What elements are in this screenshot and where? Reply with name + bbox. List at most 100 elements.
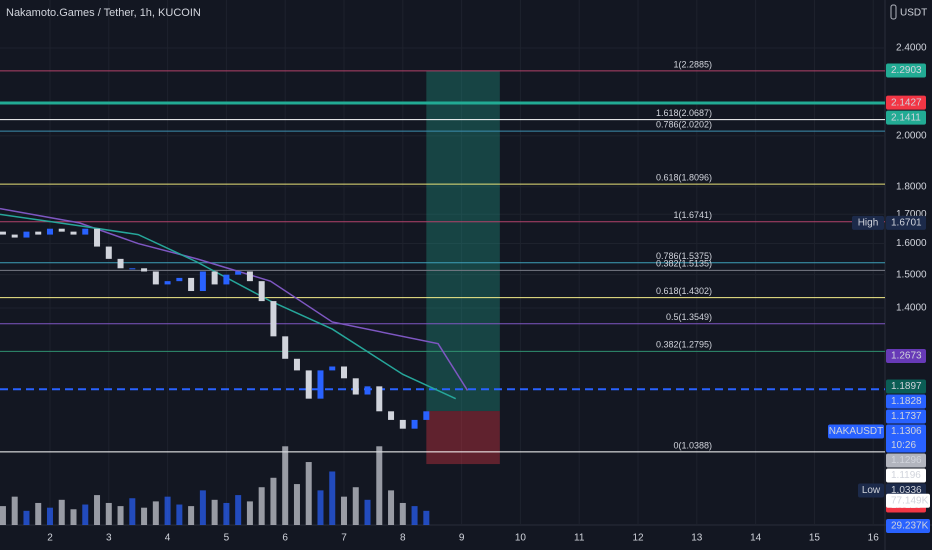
indicator-line [0, 207, 469, 391]
volume-bar [388, 490, 395, 525]
price-tag [886, 379, 926, 394]
fib-label: 0(1.0388) [673, 440, 712, 450]
volume-bar [117, 506, 124, 525]
candle [399, 419, 406, 429]
currency[interactable]: USDT [900, 8, 927, 19]
candle [235, 271, 242, 275]
price-tag-label: 1.6701 [891, 218, 922, 229]
price-tag [886, 394, 926, 409]
candle [141, 268, 148, 272]
candle [411, 419, 418, 429]
x-tick-label: 14 [750, 533, 762, 544]
stop-zone [426, 411, 500, 465]
candle [23, 231, 30, 238]
volume-bar [94, 495, 101, 525]
x-tick-label: 5 [224, 533, 230, 544]
price-tag-title-box [852, 215, 884, 230]
candle [223, 274, 230, 285]
fib-label: 0.382(1.2795) [656, 340, 712, 350]
volume-bar [70, 509, 77, 525]
fib-label: 0.382(1.5135) [656, 259, 712, 269]
volume-bar [199, 490, 206, 525]
y-tick-label: 2.4000 [896, 43, 927, 54]
price-tag-title-box [828, 424, 884, 439]
price-tag-label: 2.1411 [891, 112, 921, 123]
x-tick-label: 9 [459, 533, 465, 544]
price-tag-title: High [858, 218, 879, 229]
candle [82, 228, 89, 235]
candle [46, 228, 53, 235]
x-tick-label: 13 [691, 533, 703, 544]
price-tag-title-box [858, 483, 884, 498]
price-tag-title: NAKAUSDT [829, 426, 883, 437]
price-tag-label: 1.2673 [891, 351, 922, 362]
candle [211, 271, 218, 285]
volume-bar [46, 507, 53, 525]
price-tag-title: Low [862, 485, 881, 496]
x-tick-label: 4 [165, 533, 171, 544]
candle [352, 378, 359, 395]
volume-tag [886, 519, 930, 533]
y-tick-label: 1.7000 [896, 209, 927, 220]
volume-bar [152, 501, 159, 525]
chart-title: Nakamoto.Games / Tether, 1h, KUCOIN [6, 7, 201, 19]
x-tick-label: 11 [574, 533, 585, 544]
candle [317, 370, 324, 399]
volume-bar [11, 496, 18, 525]
candle [199, 271, 206, 292]
volume-bar [35, 502, 42, 525]
price-tag [886, 215, 926, 230]
price-tag-label: 1.1897 [891, 381, 922, 392]
price-tag [886, 468, 926, 483]
volume-bar [341, 496, 348, 525]
candle [376, 386, 383, 412]
candle [70, 231, 77, 235]
candle [176, 277, 183, 282]
volume-bar [82, 504, 89, 525]
candle [152, 271, 159, 285]
volume-bar [23, 510, 30, 525]
volume-bar [235, 495, 242, 525]
y-tick-label: 1.5000 [896, 269, 927, 280]
candle [188, 277, 195, 292]
y-tick-label: 2.0000 [896, 131, 927, 142]
volume-bar [423, 510, 430, 525]
indicator-line [0, 213, 457, 400]
volume-bar [188, 506, 195, 525]
fib-label: 0.5(1.3549) [666, 312, 712, 322]
price-tag-label: 1.1196 [891, 470, 921, 481]
candle [270, 301, 277, 337]
candle [94, 228, 101, 247]
volume-bar [364, 499, 371, 525]
volume-bar [293, 484, 300, 525]
candle [11, 234, 18, 238]
fib-label: 0.786(1.5375) [656, 251, 712, 261]
x-tick-label: 8 [400, 533, 406, 544]
candle [258, 281, 265, 302]
price-tag-label: 1.1828 [891, 396, 922, 407]
y-tick-label: 1.4000 [896, 303, 927, 314]
candle [388, 411, 395, 420]
price-tag [886, 453, 926, 468]
x-tick-label: 12 [632, 533, 644, 544]
fib-label: 0.618(1.4302) [656, 286, 712, 296]
candle [105, 246, 112, 259]
volume-bar [164, 496, 171, 525]
volume-bar [0, 506, 6, 525]
volume-bar [141, 507, 148, 525]
volume-bar [305, 462, 312, 525]
fib-label: 0.618(1.8096) [656, 173, 712, 183]
x-tick-label: 7 [341, 533, 347, 544]
x-tick-label: 6 [282, 533, 288, 544]
fib-label: 1(1.6741) [673, 210, 712, 220]
candle [423, 411, 430, 420]
volume-bar [329, 471, 336, 525]
price-tag-label: 1.1306 [891, 426, 922, 437]
volume-bar [270, 477, 277, 525]
candle [0, 231, 6, 235]
volume-bar [58, 499, 65, 525]
volume-bar [399, 502, 406, 525]
volume-bar [376, 446, 383, 525]
price-tag [886, 63, 926, 78]
